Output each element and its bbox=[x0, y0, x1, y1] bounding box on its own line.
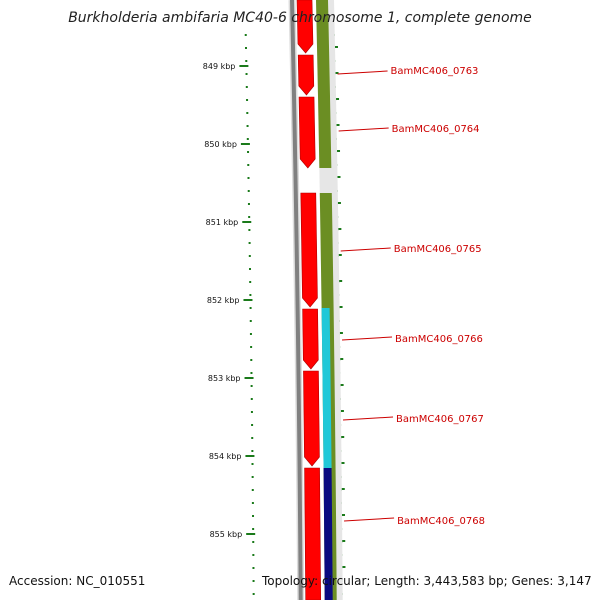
minor-tick-left bbox=[251, 424, 254, 426]
minor-tick-left bbox=[247, 151, 250, 153]
minor-tick-left bbox=[249, 307, 252, 309]
minor-tick-left bbox=[252, 515, 255, 517]
minor-tick-left bbox=[248, 242, 251, 244]
cds-arrow bbox=[298, 96, 316, 169]
backbone-line bbox=[290, 0, 303, 601]
cds-arrow bbox=[296, 0, 314, 54]
minor-tick-left bbox=[250, 372, 253, 374]
tick-label: 854 kbp bbox=[209, 452, 242, 461]
minor-tick-left bbox=[251, 476, 254, 478]
cds-arrow bbox=[297, 54, 315, 96]
minor-tick-left bbox=[249, 320, 252, 322]
tick-label: 853 kbp bbox=[208, 374, 241, 383]
minor-tick-left bbox=[250, 411, 253, 413]
minor-tick-left bbox=[251, 437, 254, 439]
teal-segment bbox=[321, 308, 332, 468]
minor-tick-left bbox=[247, 164, 250, 166]
minor-tick-left bbox=[252, 593, 255, 595]
major-tick bbox=[244, 377, 254, 379]
cds-arrow bbox=[302, 308, 319, 370]
gene-label: BamMC406_0763 bbox=[391, 66, 479, 77]
gene-label: BamMC406_0766 bbox=[395, 334, 483, 345]
minor-tick-left bbox=[248, 255, 251, 257]
minor-tick-left bbox=[245, 60, 248, 62]
cds-arrow bbox=[300, 192, 318, 308]
minor-tick-left bbox=[244, 34, 247, 36]
minor-tick-left bbox=[251, 502, 254, 504]
minor-tick-left bbox=[245, 73, 248, 75]
major-ticks: 849 kbp 850 kbp 851 kbp 852 kbp 853 kbp 854 k… bbox=[203, 62, 256, 539]
minor-tick-left bbox=[249, 333, 252, 335]
gene-label-leader bbox=[344, 517, 395, 522]
major-tick bbox=[243, 299, 253, 301]
accession-label: Accession: NC_010551 bbox=[9, 574, 146, 588]
minor-tick-left bbox=[248, 268, 251, 270]
tick-label: 851 kbp bbox=[206, 218, 239, 227]
minor-tick-left bbox=[245, 47, 248, 49]
genome-stats-label: Topology: circular; Length: 3,443,583 bp… bbox=[262, 574, 592, 588]
minor-tick-left bbox=[247, 190, 250, 192]
minor-tick-left bbox=[246, 112, 249, 114]
gene-label-leader bbox=[337, 70, 388, 75]
minor-tick-left bbox=[246, 125, 249, 127]
minor-tick-left bbox=[251, 489, 254, 491]
minor-tick-left bbox=[252, 528, 255, 530]
minor-tick-left bbox=[250, 398, 253, 400]
gene-label: BamMC406_0764 bbox=[392, 124, 480, 135]
gene-label: BamMC406_0767 bbox=[396, 414, 484, 425]
major-tick bbox=[239, 65, 249, 67]
tick-label: 855 kbp bbox=[210, 530, 243, 539]
gene-label-leader bbox=[343, 416, 394, 421]
gene-labels: BamMC406_0763 BamMC406_0764 BamMC406_0765 B… bbox=[337, 66, 485, 527]
minor-tick-left bbox=[248, 229, 251, 231]
major-tick bbox=[240, 143, 250, 145]
cds-arrow bbox=[303, 370, 320, 467]
minor-tick-left bbox=[252, 580, 255, 582]
minor-tick-left bbox=[250, 346, 253, 348]
minor-tick-left bbox=[252, 541, 255, 543]
major-tick bbox=[242, 221, 252, 223]
gene-label: BamMC406_0765 bbox=[394, 244, 482, 255]
gene-label-leader bbox=[340, 247, 391, 252]
major-tick bbox=[246, 533, 256, 535]
minor-tick-left bbox=[252, 567, 255, 569]
gene-label-leader bbox=[338, 127, 389, 132]
minor-tick-left bbox=[249, 281, 252, 283]
minor-tick-left bbox=[247, 177, 250, 179]
minor-tick-left bbox=[249, 294, 252, 296]
minor-tick-left bbox=[246, 138, 249, 140]
minor-tick-left bbox=[250, 385, 253, 387]
tick-label: 852 kbp bbox=[207, 296, 240, 305]
minor-tick-left bbox=[251, 450, 254, 452]
minor-tick-left bbox=[248, 216, 251, 218]
major-tick bbox=[245, 455, 255, 457]
gc-track-segment bbox=[316, 0, 332, 168]
minor-tick-left bbox=[251, 463, 254, 465]
minor-tick-left bbox=[246, 99, 249, 101]
gene-label-leader bbox=[342, 336, 393, 341]
minor-tick-left bbox=[247, 203, 250, 205]
map-title: Burkholderia ambifaria MC40-6 chromosome… bbox=[68, 10, 532, 26]
tick-label: 849 kbp bbox=[203, 62, 236, 71]
minor-tick-left bbox=[252, 554, 255, 556]
tick-label: 850 kbp bbox=[204, 140, 237, 149]
minor-tick-left bbox=[245, 86, 248, 88]
gene-label: BamMC406_0768 bbox=[397, 516, 485, 527]
feature-tracks bbox=[288, 0, 343, 601]
minor-tick-left bbox=[250, 359, 253, 361]
navy-segment bbox=[323, 468, 333, 600]
